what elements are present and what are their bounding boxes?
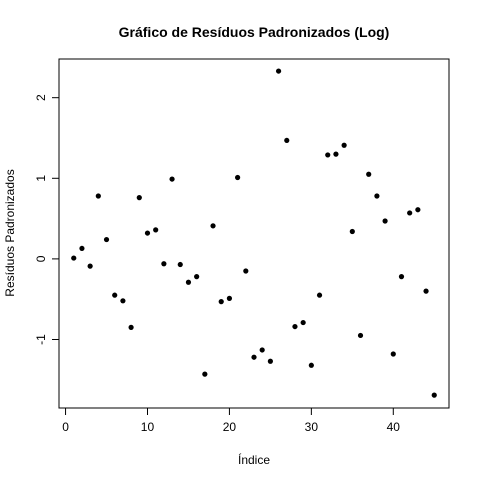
data-point [325, 152, 331, 158]
data-point [398, 274, 405, 280]
data-point [349, 228, 355, 235]
data-point [112, 292, 118, 298]
data-point [185, 279, 192, 285]
x-tick-label: 40 [387, 420, 401, 434]
data-point [218, 299, 224, 305]
data-point [153, 227, 159, 233]
data-point [267, 358, 273, 364]
plot-frame [58, 58, 450, 409]
data-point [87, 263, 93, 269]
data-point [136, 195, 142, 201]
data-point [431, 392, 437, 398]
data-point [95, 193, 101, 199]
data-point [235, 174, 241, 181]
data-point [374, 193, 380, 199]
data-point [251, 354, 257, 360]
data-point [423, 288, 429, 294]
data-point [243, 268, 249, 274]
x-axis-label: Índice [238, 452, 270, 467]
data-point [415, 207, 421, 213]
data-point [128, 324, 134, 330]
data-point [292, 323, 298, 330]
y-axis-label: Resíduos Padronizados [3, 169, 17, 296]
data-point [341, 142, 347, 148]
y-tick-label: 1 [34, 175, 48, 182]
data-point [169, 176, 175, 182]
data-points [71, 68, 437, 398]
y-tick-label: -1 [34, 334, 48, 345]
data-point [259, 347, 265, 353]
data-point [308, 362, 314, 368]
data-point [382, 218, 388, 224]
data-point [79, 245, 85, 252]
x-tick-label: 0 [62, 420, 69, 434]
data-point [407, 210, 413, 216]
data-point [226, 295, 233, 301]
data-point [202, 371, 208, 377]
data-point [210, 223, 216, 229]
x-tick-label: 30 [305, 420, 319, 434]
data-point [120, 298, 126, 304]
y-tick-label: 2 [34, 94, 48, 101]
x-tick-label: 20 [223, 420, 237, 434]
data-point [300, 319, 306, 326]
data-point [103, 236, 110, 243]
data-point [366, 171, 372, 177]
data-point [333, 151, 339, 157]
data-point [357, 332, 364, 339]
chart-title: Gráfico de Resíduos Padronizados (Log) [119, 24, 390, 40]
data-point [144, 230, 151, 236]
data-point [284, 137, 290, 144]
y-axis: -1 0 1 2 [34, 94, 59, 345]
x-tick-label: 10 [141, 420, 155, 434]
data-point [177, 261, 183, 268]
data-point [390, 351, 396, 357]
data-point [194, 274, 200, 280]
data-point [161, 261, 167, 267]
data-point [71, 255, 77, 261]
y-tick-label: 0 [34, 255, 48, 262]
data-point [275, 68, 282, 74]
x-axis: 0 10 20 30 40 [62, 408, 400, 434]
data-point [316, 292, 323, 298]
